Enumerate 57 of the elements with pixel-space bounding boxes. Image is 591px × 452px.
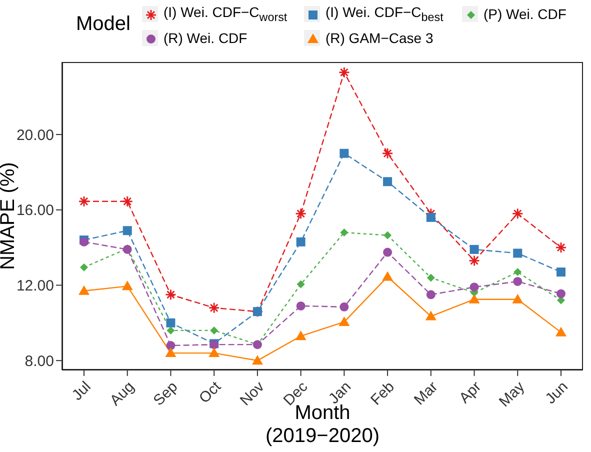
legend-label: (P) Wei. CDF xyxy=(483,6,566,22)
y-tick-label: 8.00 xyxy=(24,352,54,370)
point xyxy=(556,326,566,336)
legend-label: (I) Wei. CDF−C$_{best}$ xyxy=(325,4,444,24)
point xyxy=(470,244,479,254)
point xyxy=(340,148,349,158)
legend-label: (R) Wei. CDF xyxy=(163,30,248,46)
x-tick-label: Sep xyxy=(150,378,182,410)
point xyxy=(426,212,436,222)
point xyxy=(296,237,306,246)
point xyxy=(252,355,263,365)
point xyxy=(80,263,88,272)
y-tick-label: 12.00 xyxy=(16,278,54,295)
point xyxy=(338,316,350,326)
x-tick-label: Mar xyxy=(410,378,442,409)
x-tick-label: Aug xyxy=(106,378,138,410)
point xyxy=(512,294,524,304)
point xyxy=(556,268,566,277)
point xyxy=(78,285,90,295)
x-tick-label: Nov xyxy=(236,378,268,410)
point xyxy=(470,282,479,292)
point xyxy=(296,280,305,288)
point xyxy=(514,268,522,276)
point xyxy=(383,177,392,186)
point xyxy=(513,276,522,286)
point xyxy=(166,341,176,350)
point xyxy=(513,248,522,258)
legend-label: (R) GAM−Case 3 xyxy=(325,30,434,46)
point xyxy=(383,248,392,257)
point xyxy=(425,310,436,320)
legend-title: Model xyxy=(76,13,130,36)
point xyxy=(296,301,306,310)
x-tick-label: Apr xyxy=(456,378,485,407)
point xyxy=(295,330,306,340)
point xyxy=(122,280,133,290)
point xyxy=(426,290,436,300)
x-tick-label: Jun xyxy=(542,378,572,408)
point xyxy=(340,302,349,312)
point xyxy=(468,294,480,304)
x-tick-label: Jul xyxy=(68,378,94,404)
point xyxy=(340,228,348,236)
point xyxy=(556,289,566,298)
point xyxy=(122,226,132,236)
y-tick-label: 16.00 xyxy=(16,202,54,220)
point xyxy=(384,231,392,240)
x-tick-label: Oct xyxy=(196,378,226,407)
point xyxy=(382,271,394,281)
point xyxy=(166,326,175,334)
point xyxy=(210,326,218,334)
point xyxy=(208,348,220,358)
point xyxy=(165,348,176,358)
x-tick-label: Feb xyxy=(368,378,398,409)
y-tick-label: 20.00 xyxy=(16,126,54,144)
legend-label: (I) Wei. CDF−C$_{worst}$ xyxy=(163,4,288,24)
point xyxy=(166,318,176,328)
x-tick-label: May xyxy=(496,378,528,410)
point xyxy=(426,274,435,282)
